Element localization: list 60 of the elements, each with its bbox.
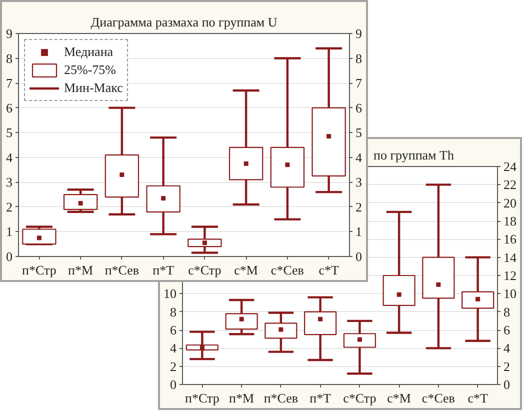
- y-tick-label: 6: [6, 100, 13, 116]
- x-tick-label: с*Стр: [343, 390, 376, 406]
- legend-label: 25%-75%: [64, 62, 116, 78]
- y2-tick-label: 8: [504, 304, 510, 320]
- x-tick-label: с*Т: [318, 262, 339, 278]
- y-tick-label: 3: [6, 174, 12, 190]
- y2-tick-label: 22: [504, 177, 516, 192]
- y2-tick-label: 4: [504, 340, 510, 356]
- y2-tick-label: 5: [356, 125, 362, 140]
- x-tick-label: п*М: [68, 262, 94, 278]
- x-tick-label: п*Т: [152, 262, 174, 278]
- legend-label: Медиана: [64, 44, 114, 60]
- y2-tick-label: 2: [356, 199, 362, 214]
- y-tick-label: 0: [170, 377, 176, 392]
- y-tick-label: 10: [164, 286, 176, 302]
- y-tick-label: 2: [6, 199, 12, 214]
- y2-tick-label: 0: [356, 249, 362, 264]
- y2-tick-label: 18: [504, 214, 516, 228]
- y2-tick-label: 9: [356, 26, 362, 41]
- y2-tick-label: 12: [504, 268, 516, 283]
- y2-tick-label: 1: [356, 224, 362, 240]
- legend-label: Мин-Макс: [64, 80, 123, 96]
- y2-tick-label: 0: [504, 377, 510, 392]
- x-tick-label: п*Стр: [185, 390, 220, 406]
- y2-tick-label: 2: [504, 358, 510, 374]
- y2-tick-label: 6: [356, 100, 362, 116]
- y2-tick-label: 7: [356, 76, 362, 91]
- x-tick-label: с*Сев: [422, 390, 455, 406]
- y-tick-label: 8: [6, 50, 12, 66]
- chart-title: Диаграмма размаха по группам U: [90, 14, 278, 30]
- y2-tick-label: 8: [356, 50, 362, 66]
- y2-tick-label: 3: [356, 174, 362, 190]
- y-tick-label: 6: [170, 322, 177, 338]
- y2-tick-label: 24: [504, 159, 517, 174]
- x-tick-label: с*М: [387, 390, 412, 406]
- y-tick-label: 7: [6, 76, 13, 91]
- y-tick-label: 5: [6, 125, 12, 140]
- y2-tick-label: 16: [504, 232, 517, 247]
- chart-title: по группам Th: [374, 148, 454, 162]
- x-tick-label: п*Стр: [22, 262, 56, 278]
- y-tick-label: 2: [170, 358, 176, 374]
- y-tick-label: 1: [6, 224, 12, 240]
- x-tick-label: п*Сев: [264, 390, 298, 406]
- y-tick-label: 4: [170, 340, 177, 356]
- y-tick-label: 0: [6, 249, 12, 264]
- y2-tick-label: 14: [504, 250, 517, 265]
- y-tick-label: 4: [6, 150, 13, 165]
- x-tick-label: с*Т: [468, 390, 488, 406]
- x-tick-label: с*М: [234, 262, 258, 278]
- x-tick-label: п*М: [229, 390, 255, 406]
- x-tick-label: п*Т: [310, 390, 332, 406]
- x-tick-label: с*Сев: [270, 262, 304, 278]
- x-tick-label: с*Стр: [188, 262, 222, 278]
- y2-tick-label: 10: [504, 286, 516, 302]
- y-tick-label: 8: [170, 304, 176, 320]
- y2-tick-label: 6: [504, 322, 510, 338]
- y2-tick-label: 20: [504, 195, 516, 210]
- y-tick-label: 9: [6, 26, 12, 41]
- y2-tick-label: 4: [356, 150, 362, 165]
- x-tick-label: п*Сев: [104, 262, 140, 278]
